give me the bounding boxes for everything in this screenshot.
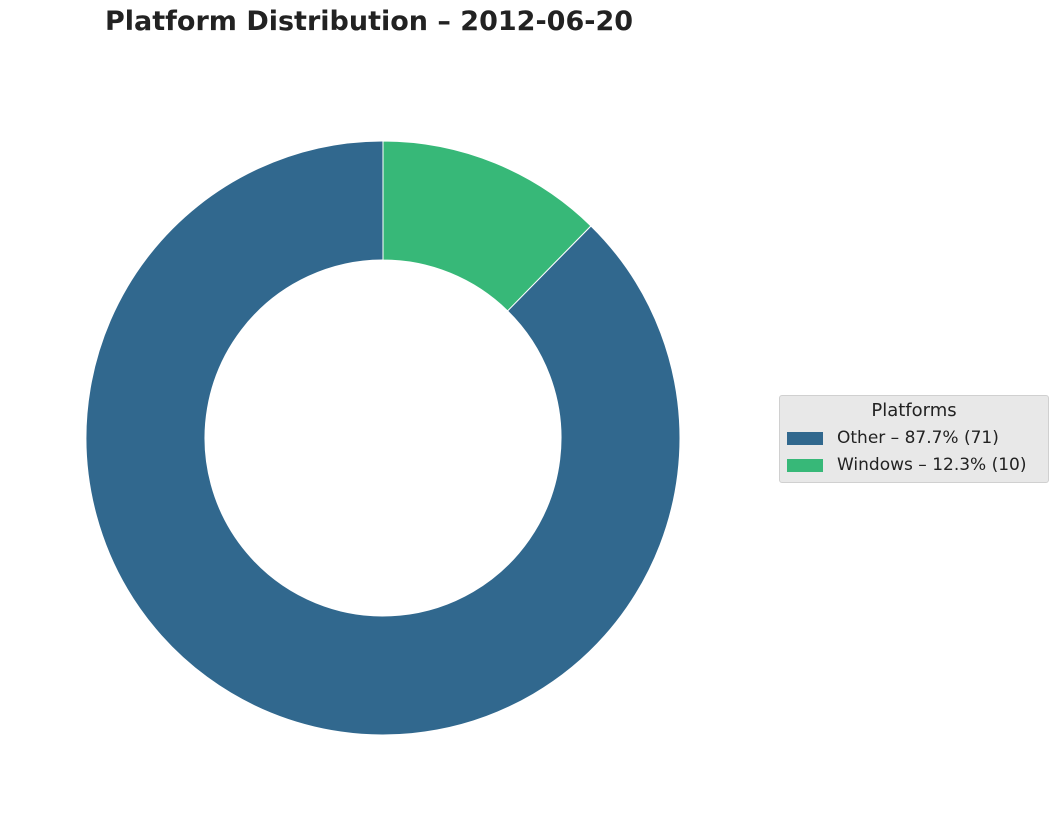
legend-swatch-other: [787, 431, 823, 445]
donut-slice-other: [85, 140, 681, 736]
legend-swatch-windows: [787, 458, 823, 472]
legend-title: Platforms: [871, 400, 957, 421]
chart-title: Platform Distribution – 2012-06-20: [105, 6, 634, 37]
legend-label-windows: Windows – 12.3% (10): [837, 455, 1027, 475]
legend-item-other: Other – 87.7% (71): [787, 427, 999, 449]
legend: Platforms Other – 87.7% (71) Windows – 1…: [779, 395, 1049, 483]
donut-slices: [85, 140, 681, 736]
legend-label-other: Other – 87.7% (71): [837, 428, 999, 448]
legend-item-windows: Windows – 12.3% (10): [787, 454, 1027, 476]
